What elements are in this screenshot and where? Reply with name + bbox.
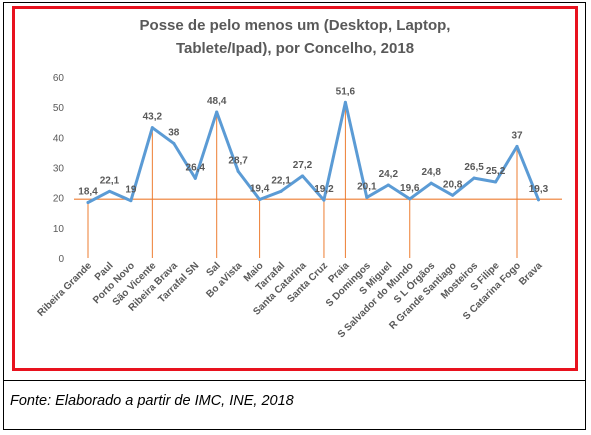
- data-label: 18,4: [78, 186, 98, 197]
- figure-border: [3, 2, 586, 430]
- data-point: [536, 198, 540, 202]
- chart-title: Posse de pelo menos um (Desktop, Laptop,…: [12, 14, 578, 60]
- data-point: [150, 126, 154, 130]
- data-point: [451, 193, 455, 197]
- data-point: [343, 100, 347, 104]
- data-label: 19,4: [250, 183, 270, 194]
- data-point: [86, 200, 90, 204]
- data-label: 24,8: [421, 167, 441, 178]
- data-label: 25,2: [486, 166, 506, 177]
- source-note: Fonte: Elaborado a partir de IMC, INE, 2…: [10, 393, 294, 409]
- data-label: 19,6: [400, 183, 420, 194]
- data-label: 19,2: [314, 184, 334, 195]
- data-label: 26,4: [186, 162, 206, 173]
- data-label: 24,2: [379, 169, 399, 180]
- data-label: 26,5: [464, 162, 484, 173]
- line-chart: 010203040506018,422,11943,23826,448,428,…: [36, 73, 562, 340]
- caption-divider: [3, 380, 586, 381]
- chart-frame: [12, 6, 578, 371]
- data-label: 51,6: [336, 86, 356, 97]
- data-point: [193, 176, 197, 180]
- x-tick-label: Ribeira Grande: [36, 260, 95, 319]
- chart-title-line-2: Tablete/Ipad), por Concelho, 2018: [175, 40, 415, 57]
- data-label: 43,2: [143, 112, 163, 123]
- data-point: [472, 176, 476, 180]
- data-point: [107, 189, 111, 193]
- x-tick-label: Brava: [517, 260, 545, 288]
- series-line: [86, 100, 540, 204]
- data-label: 48,4: [207, 96, 227, 107]
- data-point: [236, 169, 240, 173]
- data-label: 19: [125, 185, 137, 196]
- data-point: [258, 197, 262, 201]
- data-label: 37: [511, 130, 523, 141]
- data-point: [129, 199, 133, 203]
- y-tick-label: 50: [53, 103, 65, 114]
- y-tick-label: 60: [53, 73, 65, 84]
- data-point: [301, 174, 304, 178]
- data-point: [386, 183, 390, 187]
- y-tick-label: 30: [53, 164, 65, 175]
- data-label: 28,7: [228, 155, 248, 166]
- data-label: 20,1: [357, 181, 377, 192]
- data-point: [279, 189, 283, 193]
- data-label: 27,2: [293, 160, 313, 171]
- data-label: 20,8: [443, 179, 463, 190]
- data-point: [322, 198, 326, 202]
- data-point: [429, 181, 433, 185]
- y-tick-label: 40: [53, 133, 65, 144]
- data-point: [215, 110, 219, 114]
- y-tick-label: 10: [53, 224, 65, 235]
- data-point: [515, 144, 519, 148]
- data-label: 19,3: [529, 184, 549, 195]
- data-point: [408, 197, 412, 201]
- data-point: [494, 180, 498, 184]
- y-tick-label: 0: [58, 254, 64, 265]
- data-label: 38: [168, 127, 180, 138]
- chart-title-line-1: Posse de pelo menos um (Desktop, Laptop,: [139, 17, 451, 34]
- y-tick-label: 20: [53, 194, 65, 205]
- data-point: [172, 141, 176, 145]
- data-label: 22,1: [271, 175, 291, 186]
- data-point: [365, 195, 369, 199]
- data-label: 22,1: [100, 175, 120, 186]
